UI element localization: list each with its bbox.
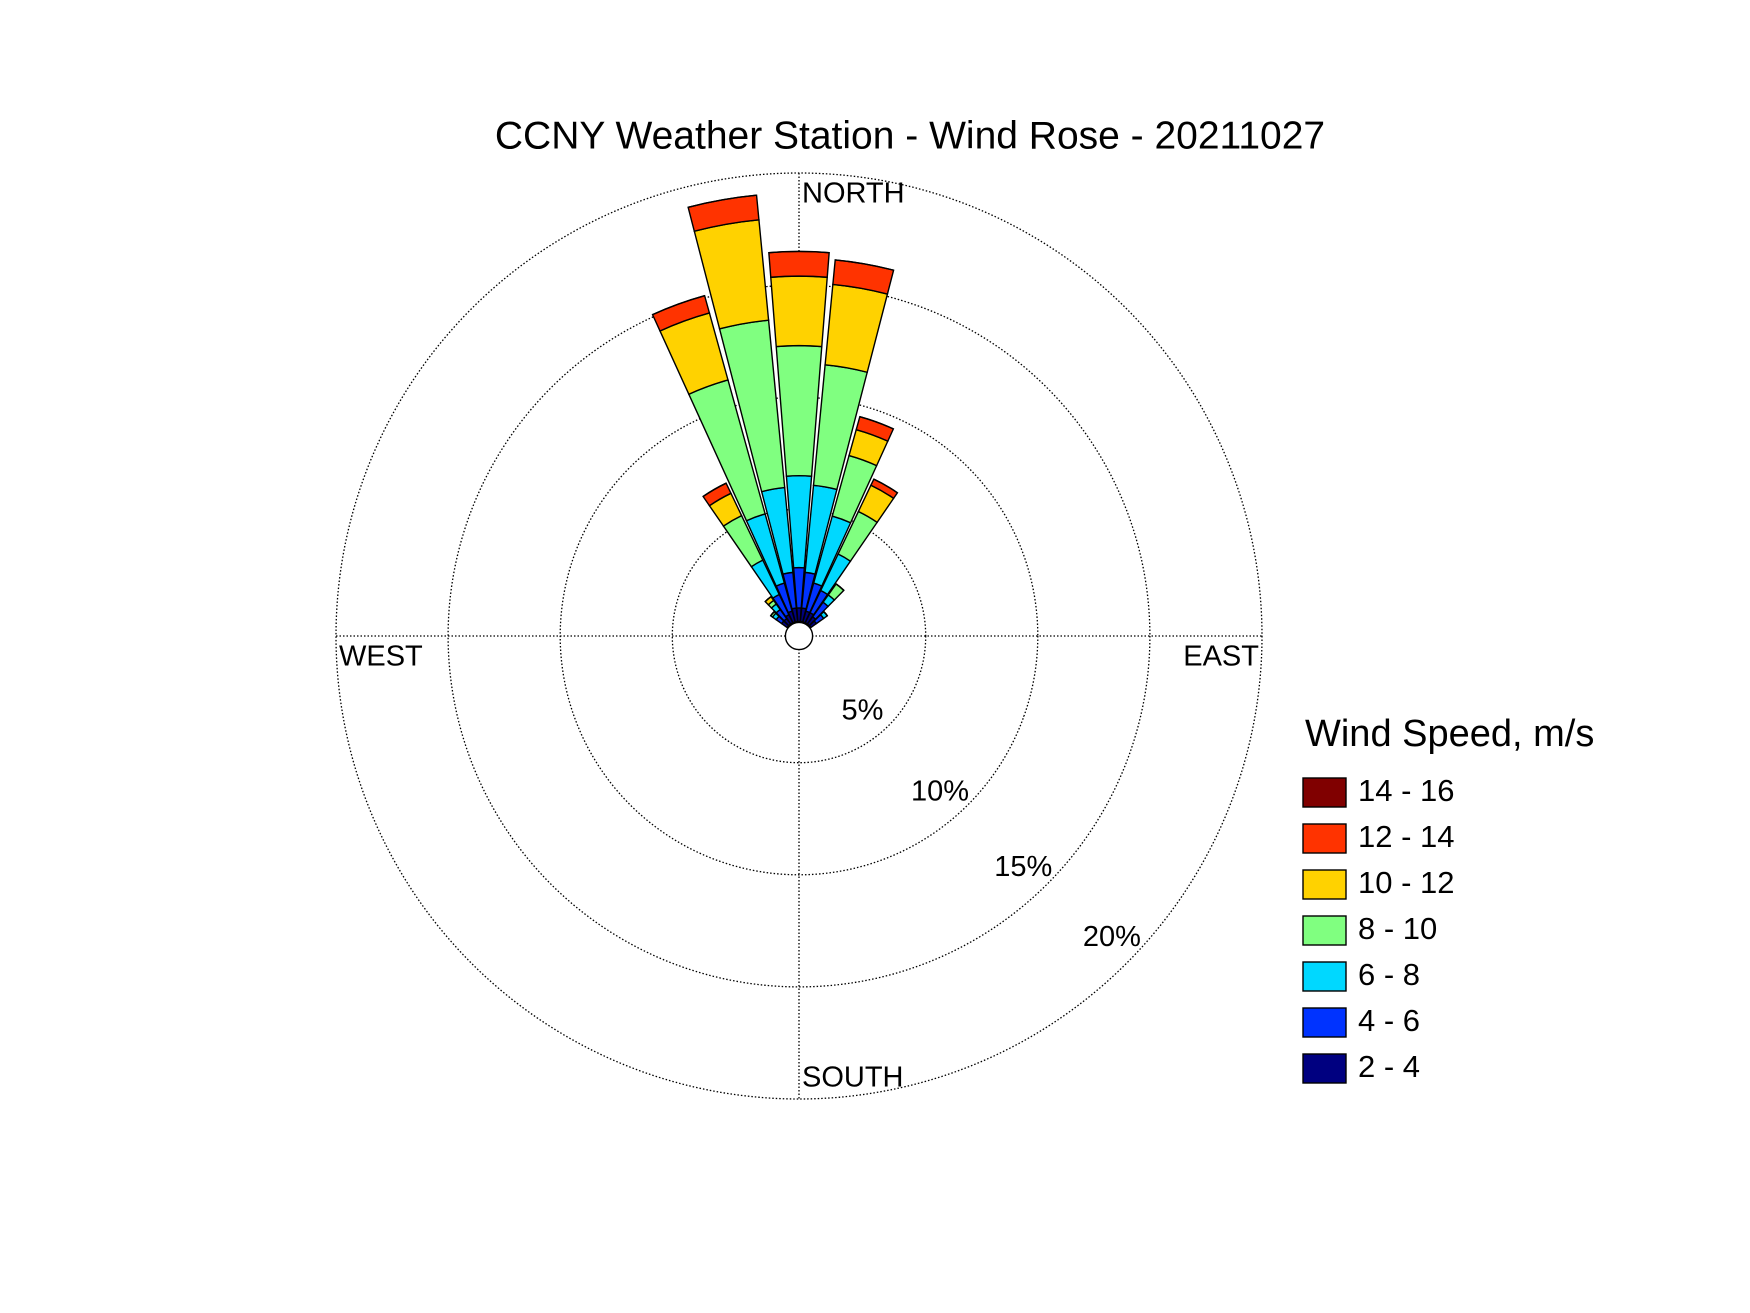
legend-swatch — [1302, 777, 1347, 808]
legend-swatch — [1302, 869, 1347, 900]
chart-title: CCNY Weather Station - Wind Rose - 20211… — [495, 114, 1325, 157]
legend-label: 4 - 6 — [1358, 1003, 1420, 1038]
r-tick-label: 10% — [911, 775, 969, 807]
legend-swatch — [1302, 823, 1347, 854]
wedge — [823, 611, 828, 617]
center-hole — [784, 621, 814, 651]
wedge — [768, 250, 830, 278]
r-tick-label: 5% — [841, 694, 883, 726]
r-tick-label: 20% — [1083, 921, 1141, 953]
legend-label: 6 - 8 — [1358, 957, 1420, 992]
direction-label: NORTH — [802, 178, 905, 210]
wedge — [775, 344, 823, 477]
legend-swatch — [1302, 1053, 1347, 1084]
wedge — [835, 583, 845, 591]
legend-label: 8 - 10 — [1358, 911, 1437, 946]
legend-label: 12 - 14 — [1358, 819, 1455, 854]
wedge — [687, 194, 757, 208]
legend-label: 2 - 4 — [1358, 1049, 1420, 1084]
wedge — [824, 283, 889, 374]
legend-swatch — [1302, 961, 1347, 992]
legend-label: 14 - 16 — [1358, 773, 1455, 808]
direction-label: WEST — [339, 641, 423, 673]
legend-swatch — [1302, 915, 1347, 946]
r-tick-label: 15% — [994, 851, 1052, 883]
grid-ring — [671, 508, 927, 764]
legend-label: 10 - 12 — [1358, 865, 1455, 900]
wedge — [770, 275, 828, 348]
wedge — [702, 482, 727, 498]
direction-label: EAST — [1183, 641, 1259, 673]
direction-label: SOUTH — [802, 1062, 904, 1094]
legend-swatch — [1302, 1007, 1347, 1038]
legend-title: Wind Speed, m/s — [1305, 713, 1594, 755]
